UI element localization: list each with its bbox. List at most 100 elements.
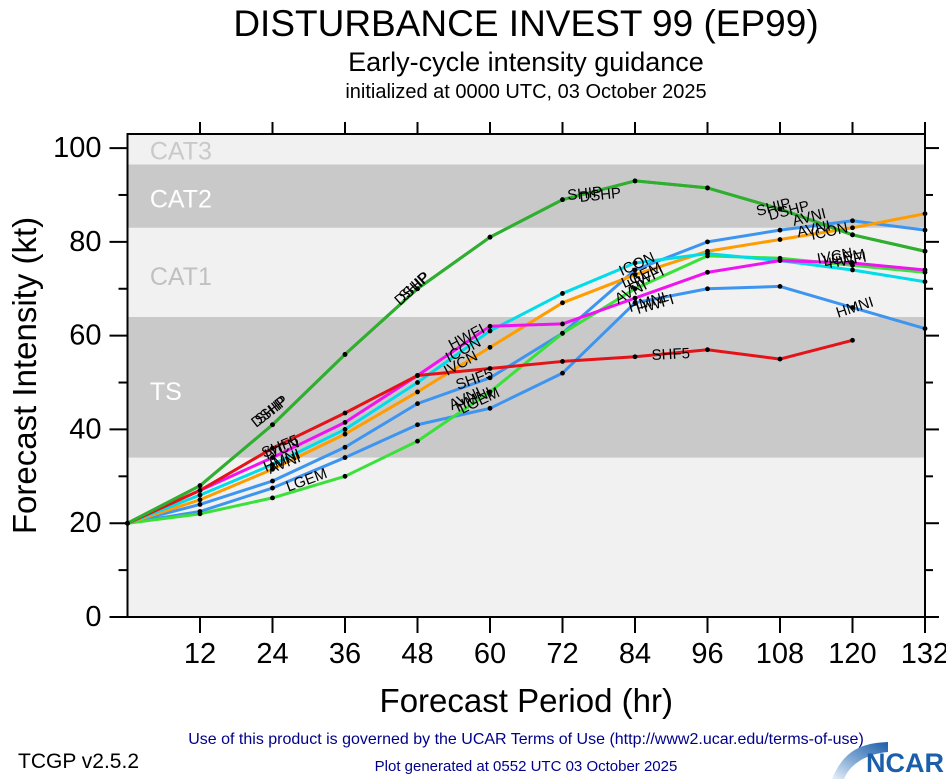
x-tick-label: 120 (828, 638, 876, 670)
series-line-AVNI (126, 219, 927, 525)
data-point-AVNI (777, 227, 783, 233)
data-point-LGEM (632, 286, 638, 292)
data-point-SHF5 (342, 410, 348, 416)
data-point-SHIP (632, 178, 638, 184)
x-tick-label: 132 (901, 638, 946, 670)
x-tick-label: 96 (691, 638, 723, 670)
y-tick-label: 80 (69, 226, 101, 258)
data-point-SHF5 (487, 366, 493, 371)
ncar-logo: NCAR (828, 738, 946, 780)
data-point-HMNI (270, 485, 275, 491)
x-tick-label: 72 (546, 638, 578, 670)
x-tick-label: 48 (401, 638, 433, 670)
plot-border (126, 133, 926, 618)
x-axis-title: Forecast Period (hr) (380, 682, 673, 719)
data-point-HWFI (560, 291, 565, 296)
ncar-swoosh-icon (832, 742, 888, 779)
data-point-SHF5 (197, 487, 203, 493)
band-label-TS: TS (150, 378, 182, 406)
band-CAT1 (127, 227, 925, 317)
y-tick-label: 0 (85, 601, 101, 633)
x-tick-label: 36 (329, 638, 361, 670)
band-CAT3 (127, 134, 925, 165)
data-point-SHF5 (850, 337, 855, 343)
model-label-SHIP: SHIP (567, 184, 604, 205)
x-tick-label: 60 (474, 638, 506, 670)
data-point-AVNI (197, 502, 203, 507)
version-label: TCGP v2.5.2 (18, 750, 139, 773)
data-point-HMNI (850, 305, 855, 310)
data-point-HWFI (632, 260, 638, 266)
data-point-LGEM (342, 473, 348, 479)
data-point-HWFI (415, 380, 420, 385)
data-point-IVCN (705, 269, 710, 275)
data-point-SHIP (560, 197, 565, 203)
data-point-AVNI (850, 218, 855, 224)
data-point-IVCN (777, 258, 783, 264)
data-point-SHIP (487, 234, 493, 240)
series-line-SHIP (126, 179, 927, 525)
terms-of-use-text: Use of this product is governed by the U… (188, 731, 864, 748)
data-point-SHF5 (415, 373, 420, 378)
data-point-HMNI (487, 405, 493, 411)
data-point-HWFI (705, 251, 710, 256)
data-point-HWFI (487, 328, 493, 334)
generated-timestamp: Plot generated at 0552 UTC 03 October 20… (374, 758, 678, 775)
data-point-AVNI (632, 267, 638, 273)
data-point-LGEM (270, 495, 275, 501)
x-tick-label: 12 (184, 638, 216, 670)
model-label-HWFI: HWFI (827, 249, 868, 272)
data-point-ICON (632, 272, 638, 278)
data-point-ICON (342, 431, 348, 437)
title-block: DISTURBANCE INVEST 99 (EP99) Early-cycle… (106, 4, 946, 104)
data-point-HMNI (342, 455, 348, 460)
data-point-HWFI (850, 267, 855, 273)
data-point-SHF5 (777, 356, 783, 362)
data-point-SHIP (777, 206, 783, 212)
data-point-SHF5 (632, 354, 638, 360)
data-point-ICON (197, 497, 203, 503)
data-point-HWFI (342, 427, 348, 432)
model-series-lines (125, 178, 928, 526)
data-point-ICON (270, 466, 275, 472)
data-point-LGEM (487, 389, 493, 395)
plot-axes: 12 24 36 48 60 72 84 96 108 120 132 0 20 40 60 80 100 For… (6, 122, 946, 719)
x-tick-label: 84 (619, 638, 651, 670)
data-point-ICON (415, 389, 420, 395)
data-point-IVCN (270, 455, 275, 460)
data-point-HWFI (270, 462, 275, 467)
data-point-ICON (777, 237, 783, 242)
y-tick-label: 100 (53, 132, 101, 164)
data-point-SHIP (415, 286, 420, 292)
y-axis-title: Forecast Intensity (kt) (6, 217, 43, 534)
data-point-HMNI (415, 422, 420, 428)
model-label-AVNI: AVNI (795, 217, 832, 241)
page-title: DISTURBANCE INVEST 99 (EP99) (233, 3, 819, 44)
data-point-AVNI (415, 401, 420, 407)
band-label-CAT3: CAT3 (150, 137, 212, 165)
data-point-HMNI (705, 286, 710, 292)
model-label-DSHP: DSHP (579, 185, 622, 206)
data-point-ICON (850, 225, 855, 231)
data-point-LGEM (560, 330, 565, 336)
series-line-LGEM (126, 254, 927, 525)
x-tick-label: 108 (756, 638, 804, 670)
y-tick-label: 20 (69, 507, 101, 539)
series-line-HMNI (126, 284, 927, 525)
data-point-SHF5 (560, 359, 565, 364)
data-point-SHIP (342, 351, 348, 357)
data-point-SHIP (850, 232, 855, 238)
data-point-SHIP (705, 185, 710, 191)
intensity-guidance-chart: TS CAT1 CAT2 CAT3 12 24 36 48 60 72 84 96 108 120 132… (6, 122, 946, 719)
data-point-SHF5 (270, 445, 275, 451)
x-tick-label: 24 (256, 638, 288, 670)
data-point-IVCN (560, 321, 565, 327)
data-point-IVCN (342, 419, 348, 425)
band-label-CAT2: CAT2 (150, 186, 212, 214)
data-point-ICON (487, 344, 493, 350)
data-point-AVNI (270, 478, 275, 484)
data-point-SHF5 (705, 347, 710, 353)
data-point-HMNI (632, 300, 638, 306)
y-tick-label: 40 (69, 413, 101, 445)
data-point-ICON (560, 300, 565, 306)
